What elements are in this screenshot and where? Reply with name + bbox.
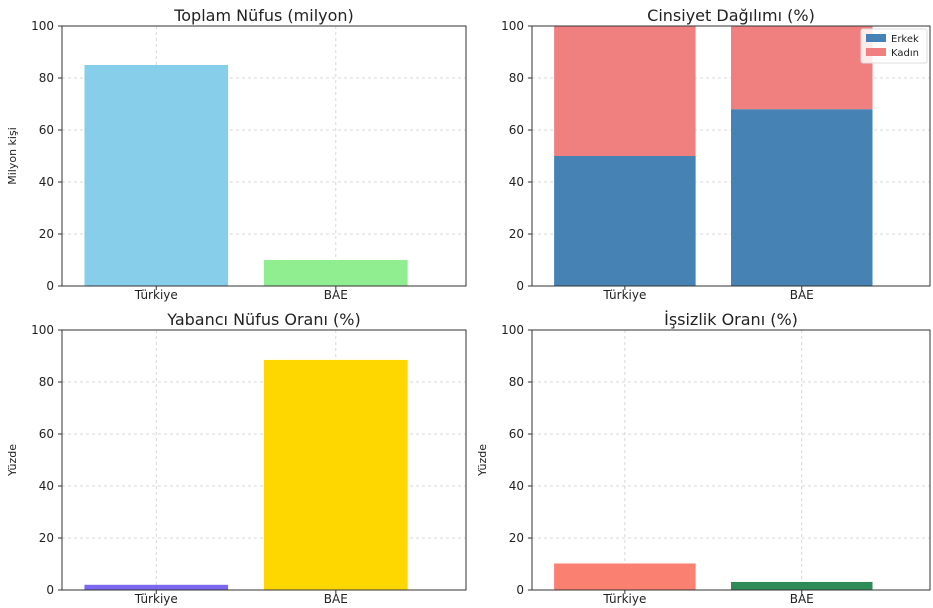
legend-label: Erkek	[891, 34, 919, 45]
y-tick-label: 80	[509, 71, 524, 85]
x-tick-label: Türkiye	[134, 592, 178, 606]
chart-title: Toplam Nüfus (milyon)	[173, 6, 354, 25]
y-tick-label: 60	[39, 427, 54, 441]
y-tick-label: 60	[509, 427, 524, 441]
y-tick-label: 20	[509, 227, 524, 241]
axes-frame	[61, 25, 467, 287]
x-tick-label: BAE	[324, 592, 348, 606]
y-tick-label: 0	[516, 583, 524, 597]
bar-erkek	[554, 156, 696, 286]
y-tick-label: 40	[509, 175, 524, 189]
bar	[264, 260, 408, 286]
x-tick-label: BAE	[324, 288, 348, 302]
y-tick-label: 0	[46, 583, 54, 597]
bar	[84, 65, 229, 286]
legend-swatch	[866, 34, 886, 42]
y-tick-label: 100	[501, 19, 524, 33]
chart-title: İşsizlik Oranı (%)	[664, 310, 798, 329]
y-tick-label: 60	[39, 123, 54, 137]
x-tick-label: Türkiye	[134, 288, 178, 302]
y-tick-label: 100	[31, 323, 54, 337]
y-tick-label: 80	[39, 71, 54, 85]
chart-title: Yabancı Nüfus Oranı (%)	[166, 310, 360, 329]
x-tick-label: Türkiye	[602, 288, 646, 302]
x-tick-label: Türkiye	[602, 592, 646, 606]
y-axis-label: Milyon kişi	[6, 127, 19, 185]
y-tick-label: 40	[39, 479, 54, 493]
y-tick-label: 40	[509, 479, 524, 493]
bar-kadın	[731, 26, 873, 110]
bar	[84, 584, 229, 590]
x-tick-label: BAE	[790, 288, 814, 302]
bar	[264, 359, 408, 590]
bar	[731, 581, 873, 590]
y-tick-label: 80	[509, 375, 524, 389]
y-tick-label: 100	[501, 323, 524, 337]
x-tick-label: BAE	[790, 592, 814, 606]
y-tick-label: 20	[39, 227, 54, 241]
y-tick-label: 40	[39, 175, 54, 189]
y-tick-label: 20	[509, 531, 524, 545]
y-tick-label: 80	[39, 375, 54, 389]
y-axis-label: Yüzde	[6, 444, 19, 477]
y-tick-label: 0	[516, 279, 524, 293]
y-tick-label: 60	[509, 123, 524, 137]
y-tick-label: 100	[31, 19, 54, 33]
y-tick-label: 20	[39, 531, 54, 545]
chart-title: Cinsiyet Dağılımı (%)	[647, 6, 815, 25]
axes-frame	[531, 25, 931, 287]
bar-erkek	[731, 109, 873, 286]
y-tick-label: 0	[46, 279, 54, 293]
legend-swatch	[866, 48, 886, 56]
bar-kadın	[554, 26, 696, 156]
axes-frame	[531, 329, 931, 591]
legend-label: Kadın	[891, 48, 919, 59]
bar	[554, 563, 696, 590]
axes-frame	[61, 329, 467, 591]
y-axis-label: Yüzde	[476, 444, 489, 477]
